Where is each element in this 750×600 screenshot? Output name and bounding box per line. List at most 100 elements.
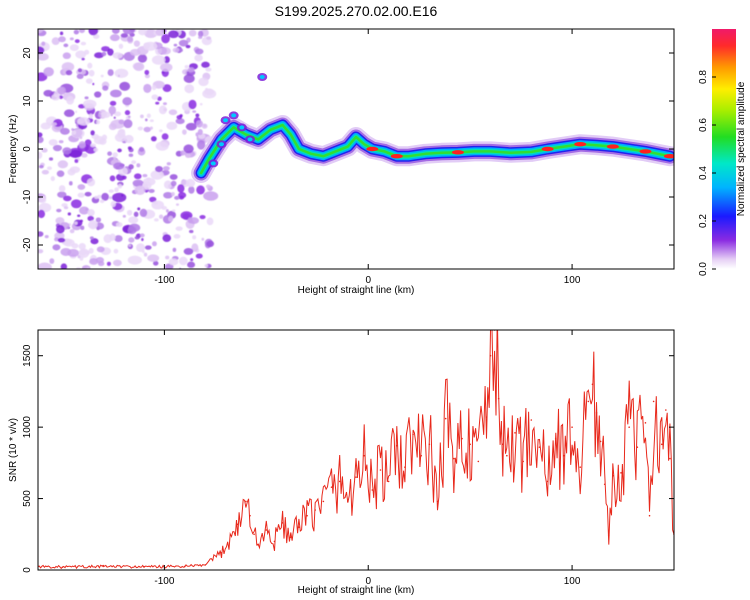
noise-speck xyxy=(107,48,114,56)
trace-blob-core xyxy=(218,142,224,147)
noise-speck xyxy=(57,237,66,243)
noise-speck xyxy=(149,196,157,203)
noise-speck xyxy=(173,234,181,239)
noise-speck xyxy=(88,69,95,77)
noise-speck xyxy=(69,166,81,174)
noise-speck xyxy=(73,29,79,35)
trace-peak xyxy=(606,144,619,149)
noise-speck xyxy=(38,53,49,61)
snr-x-tick-label: -100 xyxy=(154,576,174,587)
noise-speck xyxy=(168,30,179,39)
snr-point xyxy=(469,443,471,446)
noise-speck xyxy=(127,146,132,150)
snr-point xyxy=(652,400,655,403)
noise-speck xyxy=(162,234,172,242)
noise-speck xyxy=(84,139,92,147)
trace-blob-core xyxy=(247,137,253,142)
colorbar-tick-label: 0.2 xyxy=(698,214,709,228)
trace-blob-core xyxy=(259,75,265,79)
snr-point xyxy=(599,440,602,443)
noise-speck xyxy=(95,217,102,223)
snr-point xyxy=(587,400,590,403)
snr-point xyxy=(61,566,64,568)
noise-speck xyxy=(128,244,132,247)
noise-speck xyxy=(182,129,187,135)
noise-speck xyxy=(206,36,212,40)
noise-speck xyxy=(201,123,208,129)
noise-speck xyxy=(157,96,162,101)
noise-speck xyxy=(122,29,136,35)
noise-speck xyxy=(203,191,219,201)
noise-speck xyxy=(38,29,44,34)
snr-point xyxy=(660,443,663,446)
noise-speck xyxy=(112,259,122,267)
noise-speck xyxy=(80,225,85,230)
snr-x-label: Height of straight line (km) xyxy=(298,585,415,596)
snr-point xyxy=(183,565,186,568)
noise-speck xyxy=(165,209,169,213)
noise-speck xyxy=(204,88,215,95)
noise-speck xyxy=(162,84,172,93)
noise-speck xyxy=(108,196,113,200)
noise-speck xyxy=(153,260,159,266)
noise-speck xyxy=(38,136,44,144)
noise-speck xyxy=(75,50,87,59)
noise-speck xyxy=(94,52,104,59)
noise-speck xyxy=(190,258,194,262)
noise-speck xyxy=(152,241,157,247)
noise-speck xyxy=(161,133,169,140)
colorbar-ticks: 0.0 0.2 0.4 0.6 0.8 xyxy=(698,70,716,276)
noise-speck xyxy=(96,246,105,253)
noise-speck xyxy=(120,33,129,38)
noise-speck xyxy=(187,217,193,224)
noise-speck xyxy=(88,247,94,254)
noise-speck xyxy=(78,242,86,250)
snr-x-tick-label: 0 xyxy=(365,576,371,587)
noise-speck xyxy=(77,184,86,190)
noise-speck xyxy=(184,65,189,69)
noise-speck xyxy=(151,200,165,210)
noise-speck xyxy=(81,152,88,158)
noise-speck xyxy=(100,74,104,78)
noise-speck xyxy=(195,113,200,118)
noise-speck xyxy=(199,214,206,220)
snr-point xyxy=(338,480,341,483)
noise-speck xyxy=(118,119,125,125)
noise-speck xyxy=(205,67,212,72)
noise-speck xyxy=(177,184,185,193)
noise-speck xyxy=(114,187,119,193)
noise-speck xyxy=(84,191,92,197)
noise-speck xyxy=(58,95,64,100)
snr-point xyxy=(379,469,382,471)
noise-speck xyxy=(133,173,142,180)
noise-speck xyxy=(77,117,90,126)
noise-speck xyxy=(117,183,123,189)
noise-speck xyxy=(195,120,203,128)
snr-point xyxy=(102,565,105,568)
noise-speck xyxy=(56,208,62,213)
snr-point xyxy=(485,416,488,418)
noise-speck xyxy=(166,162,171,166)
noise-speck xyxy=(41,41,46,46)
noise-speck xyxy=(185,44,191,49)
noise-speck xyxy=(163,191,173,199)
noise-speck xyxy=(113,248,119,254)
noise-speck xyxy=(144,29,158,39)
spectrogram-noise-region xyxy=(38,29,219,269)
noise-speck xyxy=(93,147,99,152)
noise-speck xyxy=(162,102,167,106)
noise-speck xyxy=(155,29,165,36)
noise-speck xyxy=(101,51,107,57)
colorbar-gradient xyxy=(712,29,736,269)
snr-point xyxy=(489,354,492,357)
snr-point xyxy=(347,500,349,503)
noise-speck xyxy=(159,214,164,219)
noise-speck xyxy=(99,199,105,204)
snr-point xyxy=(298,526,300,528)
noise-speck xyxy=(204,263,209,268)
noise-speck xyxy=(74,159,79,163)
noise-speck xyxy=(87,62,93,69)
snr-point xyxy=(595,412,598,414)
noise-speck xyxy=(170,180,177,187)
